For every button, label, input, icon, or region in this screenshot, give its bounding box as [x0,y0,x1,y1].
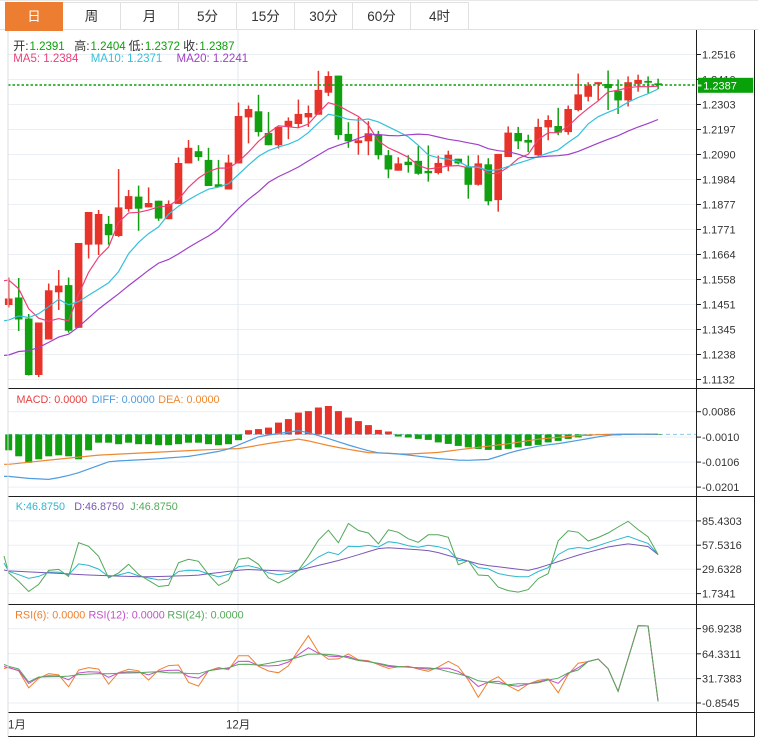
svg-text:1.2404: 1.2404 [91,41,127,53]
svg-text:0.0086: 0.0086 [702,407,736,419]
svg-text:96.9238: 96.9238 [702,624,742,636]
svg-text:1.1345: 1.1345 [702,325,736,337]
svg-text:RSI(24): 0.0000: RSI(24): 0.0000 [167,609,243,621]
svg-text:D:46.8750: D:46.8750 [74,501,124,513]
svg-text:MA10: 1.2371: MA10: 1.2371 [91,53,163,65]
svg-text:J:46.8750: J:46.8750 [130,501,177,513]
svg-text:1.1132: 1.1132 [702,375,735,387]
svg-text:低:: 低: [129,39,144,53]
svg-text:1.2516: 1.2516 [702,50,736,62]
svg-text:64.3311: 64.3311 [702,649,741,661]
svg-text:-0.0201: -0.0201 [702,482,739,494]
svg-text:29.6328: 29.6328 [702,564,742,576]
svg-text:1.7341: 1.7341 [702,589,736,601]
svg-text:57.5316: 57.5316 [702,540,742,552]
svg-text:85.4303: 85.4303 [702,516,742,528]
svg-text:-0.8545: -0.8545 [702,698,739,710]
svg-text:1.2090: 1.2090 [702,150,736,162]
svg-text:1.2197: 1.2197 [702,125,736,137]
svg-text:1.1877: 1.1877 [702,200,736,212]
svg-text:K:46.8750: K:46.8750 [16,501,65,513]
svg-text:DEA: 0.0000: DEA: 0.0000 [158,394,219,406]
svg-text:1月: 1月 [8,720,26,732]
svg-text:1.1558: 1.1558 [702,275,736,287]
svg-text:1.1664: 1.1664 [702,250,736,262]
svg-text:1.2387: 1.2387 [199,41,234,53]
svg-text:RSI(12): 0.0000: RSI(12): 0.0000 [89,609,165,621]
svg-text:1.1238: 1.1238 [702,350,736,362]
svg-text:RSI(6): 0.0000: RSI(6): 0.0000 [15,609,85,621]
svg-text:1.2303: 1.2303 [702,100,736,112]
svg-text:收:: 收: [183,39,198,53]
svg-text:开:: 开: [13,39,28,53]
svg-text:1.1451: 1.1451 [702,300,736,312]
svg-text:MA5: 1.2384: MA5: 1.2384 [13,53,79,65]
svg-text:高:: 高: [74,38,89,53]
svg-text:1.2387: 1.2387 [703,80,737,92]
svg-text:DIFF: 0.0000: DIFF: 0.0000 [92,394,155,406]
svg-text:1.2372: 1.2372 [145,41,180,53]
svg-text:1.2391: 1.2391 [30,41,65,53]
svg-text:MACD: 0.0000: MACD: 0.0000 [17,394,88,406]
svg-text:MA20: 1.2241: MA20: 1.2241 [177,53,249,65]
svg-text:-0.0106: -0.0106 [702,457,739,469]
svg-text:31.7383: 31.7383 [702,674,742,686]
svg-text:12月: 12月 [226,720,250,732]
svg-text:-0.0010: -0.0010 [702,432,739,444]
svg-text:1.1771: 1.1771 [702,225,736,237]
svg-text:1.1984: 1.1984 [702,175,736,187]
